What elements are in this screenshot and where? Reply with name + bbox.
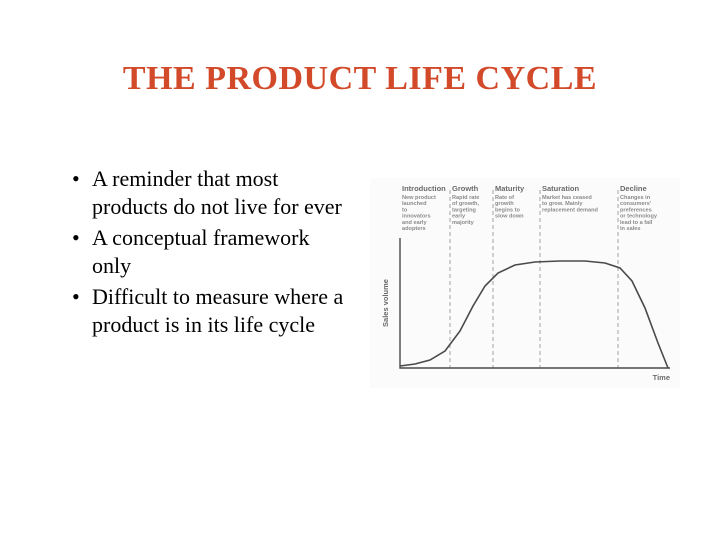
svg-text:and early: and early <box>402 220 427 226</box>
svg-text:targeting: targeting <box>452 207 477 213</box>
svg-text:growth: growth <box>495 201 514 207</box>
svg-text:Rate of: Rate of <box>495 195 514 201</box>
svg-text:replacement demand: replacement demand <box>542 207 599 213</box>
svg-text:to: to <box>402 207 408 213</box>
svg-text:slow down: slow down <box>495 214 524 220</box>
svg-text:early: early <box>452 214 466 220</box>
svg-text:New product: New product <box>402 195 436 201</box>
svg-text:Saturation: Saturation <box>542 184 580 193</box>
bullet-content: A reminder that most products do not liv… <box>70 165 350 342</box>
plc-chart: Introduction Growth Maturity Saturation Decl… <box>370 178 680 388</box>
svg-text:Growth: Growth <box>452 184 479 193</box>
slide-title: THE PRODUCT LIFE CYCLE <box>0 60 720 98</box>
svg-text:lead to a fall: lead to a fall <box>620 220 653 226</box>
svg-text:in sales: in sales <box>620 226 641 232</box>
bullet-item: A conceptual framework only <box>70 224 350 279</box>
svg-text:Introduction: Introduction <box>402 184 446 193</box>
plc-chart-svg: Introduction Growth Maturity Saturation Decl… <box>370 178 680 388</box>
y-axis-label: Sales volume <box>381 279 390 327</box>
stage-titles: Introduction Growth Maturity Saturation Decl… <box>402 184 647 193</box>
svg-text:launched: launched <box>402 201 427 207</box>
svg-text:consumers': consumers' <box>620 201 652 207</box>
svg-text:adopters: adopters <box>402 226 426 232</box>
svg-text:to grow. Mainly: to grow. Mainly <box>542 201 583 207</box>
sales-curve <box>400 261 668 368</box>
chart-axes <box>400 238 670 368</box>
svg-text:innovators: innovators <box>402 214 431 220</box>
svg-text:Decline: Decline <box>620 184 647 193</box>
svg-text:Changes in: Changes in <box>620 195 651 201</box>
bullet-list: A reminder that most products do not liv… <box>70 165 350 338</box>
svg-text:Maturity: Maturity <box>495 184 525 193</box>
x-axis-label: Time <box>653 373 670 382</box>
svg-text:begins to: begins to <box>495 207 520 213</box>
svg-text:of growth,: of growth, <box>452 201 479 207</box>
svg-text:Rapid rate: Rapid rate <box>452 195 479 201</box>
svg-text:or technology: or technology <box>620 214 658 220</box>
svg-text:preferences: preferences <box>620 207 652 213</box>
svg-text:Market has ceased: Market has ceased <box>542 195 592 201</box>
stage-descriptions: New productlaunchedtoinnovatorsand early… <box>402 195 658 232</box>
stage-dividers <box>450 190 618 368</box>
bullet-item: A reminder that most products do not liv… <box>70 165 350 220</box>
svg-text:majority: majority <box>452 220 475 226</box>
slide: THE PRODUCT LIFE CYCLE A reminder that m… <box>0 0 720 540</box>
bullet-item: Difficult to measure where a product is … <box>70 283 350 338</box>
